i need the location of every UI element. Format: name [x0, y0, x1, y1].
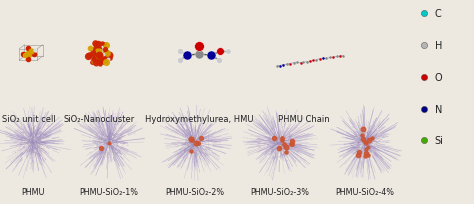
Text: N: N — [435, 104, 442, 114]
Text: O: O — [435, 73, 442, 82]
Text: PHMU-SiO₂-2%: PHMU-SiO₂-2% — [165, 187, 224, 196]
Text: SiO₂ unit cell: SiO₂ unit cell — [1, 114, 55, 123]
Text: PHMU-SiO₂-4%: PHMU-SiO₂-4% — [336, 187, 394, 196]
Text: PHMU: PHMU — [21, 187, 45, 196]
Text: Si: Si — [435, 136, 444, 146]
Text: PHMU-SiO₂-1%: PHMU-SiO₂-1% — [80, 187, 138, 196]
Text: PHMU-SiO₂-3%: PHMU-SiO₂-3% — [250, 187, 309, 196]
Text: C: C — [435, 9, 441, 19]
Text: Hydroxymethylurea, HMU: Hydroxymethylurea, HMU — [145, 114, 253, 123]
Text: H: H — [435, 41, 442, 51]
Text: PHMU Chain: PHMU Chain — [278, 114, 329, 123]
Text: SiO₂-Nanocluster: SiO₂-Nanocluster — [64, 114, 135, 123]
